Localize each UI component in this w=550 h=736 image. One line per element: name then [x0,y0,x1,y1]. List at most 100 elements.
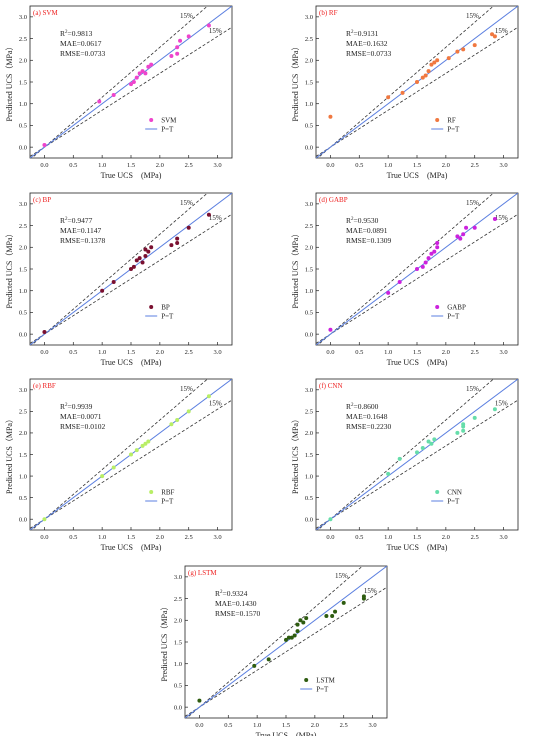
data-point [295,622,300,627]
y-tick-label: 0.0 [174,704,182,711]
x-axis-label: True UCS (MPa) [387,358,448,367]
x-tick-label: 0.5 [69,162,77,169]
x-tick-label: 2.0 [442,534,450,541]
data-point [386,471,391,476]
panel-label: (c) BP [33,196,51,204]
y-tick-label: 2.0 [19,58,27,65]
x-tick-label: 2.5 [471,534,479,541]
data-point [423,260,428,265]
panel-label: (d) GABP [319,196,348,204]
data-point [100,288,105,293]
data-point [186,225,191,230]
x-tick-label: 1.0 [384,534,392,541]
y-tick-label: 0.5 [19,495,27,502]
legend-label-identity: P=T [316,686,329,694]
data-point [397,456,402,461]
data-point [458,236,463,241]
y-tick-label: 2.0 [305,430,313,437]
x-tick-label: 3.0 [214,349,222,356]
x-tick-label: 0.0 [40,349,48,356]
data-point [111,280,116,285]
data-point [341,600,346,605]
data-point [100,474,105,479]
data-point [131,80,136,84]
data-point [129,452,133,457]
y-tick-label: 0.0 [305,517,313,524]
data-point [426,69,431,74]
stat-3: RMSE=0.0733 [60,49,106,58]
lower-band-label: 15% [364,587,377,595]
upper-band-label: 15% [466,199,479,207]
x-tick-label: 2.0 [442,162,450,169]
data-point [423,73,428,78]
x-tick-label: 1.0 [98,349,106,356]
data-point [432,437,437,442]
upper-15-percent-line [31,379,209,530]
legend-marker [149,118,154,122]
x-axis-label: True UCS (MPa) [387,543,448,552]
data-point [461,47,466,52]
data-point [472,225,477,230]
x-tick-label: 0.0 [40,534,48,541]
y-axis-label: Predicted UCS（MPa） [160,603,169,682]
panel-label: (e) RBF [33,382,56,390]
upper-15-percent-line [317,379,495,530]
y-tick-label: 0.5 [19,310,27,317]
data-point [143,247,148,252]
data-point [137,256,142,261]
y-tick-label: 1.5 [19,266,27,273]
upper-band-label: 15% [466,385,479,393]
data-point [97,99,102,104]
x-tick-label: 3.0 [500,349,508,356]
legend-marker [149,490,154,494]
data-point [140,69,145,74]
y-tick-label: 0.0 [305,331,313,338]
data-point [429,62,434,67]
data-point [292,633,297,638]
y-tick-label: 3.0 [19,201,27,208]
identity-line [30,6,232,158]
data-point [206,212,211,217]
legend-label-series: LSTM [316,677,335,685]
x-tick-label: 2.0 [156,162,164,169]
data-point [111,465,116,470]
legend-label-identity: P=T [447,313,460,321]
y-tick-label: 0.5 [305,495,313,502]
panel-3: 0.0 0.5 1.0 1.5 2.0 2.5 3.0 0.0 0.5 1.0 1.5 2.0 2.5 3… [5,192,233,367]
data-point [42,142,47,147]
data-point [432,60,437,65]
y-tick-label: 1.5 [19,79,27,86]
data-point [324,613,329,618]
data-point [295,629,300,634]
y-tick-label: 1.5 [19,452,27,459]
stat-3: RMSE=0.1378 [60,236,106,245]
y-tick-label: 0.5 [305,310,313,317]
x-tick-label: 1.5 [127,534,135,541]
data-point [420,446,425,451]
legend-label-identity: P=T [447,498,460,506]
panel-label: (f) CNN [319,382,343,390]
x-tick-label: 1.5 [413,162,421,169]
data-point [386,95,391,100]
y-tick-label: 0.5 [19,123,27,130]
y-tick-label: 1.5 [174,639,182,646]
data-point [286,635,291,640]
y-tick-label: 3.0 [19,387,27,394]
x-tick-label: 2.0 [156,534,164,541]
x-tick-label: 0.5 [224,722,232,729]
data-point [175,45,180,50]
data-point [146,249,151,254]
y-axis-label: Predicted UCS（MPa） [291,43,300,122]
upper-band-label: 15% [180,199,193,207]
legend-label-series: RF [447,117,456,125]
stat-3: RMSE=0.0733 [346,49,392,58]
x-tick-label: 2.0 [156,349,164,356]
data-point [175,236,180,241]
lower-band-label: 15% [495,27,508,35]
y-tick-label: 1.5 [305,266,313,273]
data-point [301,620,306,625]
panel-1: 0.0 0.5 1.0 1.5 2.0 2.5 3.0 0.0 0.5 1.0 1.5 2.0 2.5 3… [5,5,233,180]
x-tick-label: 2.5 [471,162,479,169]
data-point [435,240,440,245]
stat-2: MAE=0.1648 [346,412,388,421]
